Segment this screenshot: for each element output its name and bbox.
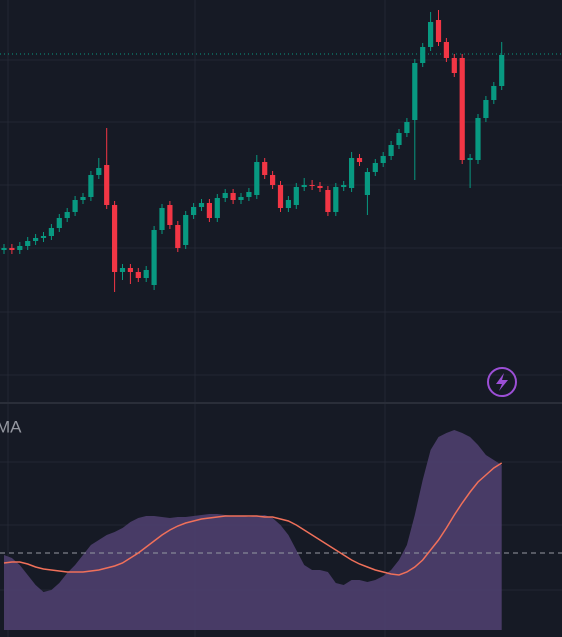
candle-body [40,236,47,238]
candle-body [206,203,212,218]
candle-body [254,162,260,195]
candle-body [443,42,449,58]
candle-body [48,228,54,236]
candle-body [356,158,363,162]
candle-body [317,186,323,188]
candle-body [277,185,284,208]
candle-body [333,187,339,212]
candle-body [341,185,347,187]
candle-body [388,145,394,156]
candle-body [112,205,118,272]
candle-body [135,272,141,278]
candle-body [64,212,70,218]
candle-body [475,118,481,160]
candle-body [167,205,173,225]
candle-body [88,175,94,197]
icon-bolt[interactable] [496,373,508,391]
candle-body [119,268,126,272]
candle-body [285,200,291,208]
candle-body [222,193,228,198]
ma-line [3,462,503,576]
icon-ring[interactable] [487,367,517,397]
candle-body [72,200,78,212]
candle-body [451,58,457,73]
candle-body [262,162,268,175]
candle-body [230,193,236,200]
candle-body [467,158,473,160]
candle-body [191,207,197,215]
candle-body [435,20,442,42]
candle-body [491,86,497,100]
candle-body [396,133,402,145]
candle-body [412,63,418,120]
candle-body [183,215,189,245]
alert-icon[interactable] [487,367,517,397]
candle-body [238,197,244,200]
oscillator-area [4,430,502,630]
candle-body [151,230,157,285]
candle-body [104,165,110,205]
candle-body [349,158,355,188]
marks [0,10,562,630]
candle-body [364,172,370,195]
candle-body [175,225,181,248]
candle-body [1,248,7,250]
candle-body [428,22,434,47]
candle-body [483,100,489,118]
candle-body [25,241,31,246]
candle-body [80,197,86,200]
candle-body [325,190,331,212]
candle-body [17,246,23,250]
candle-body [293,187,299,205]
candle-body [246,192,252,197]
candle-body [404,122,410,133]
candle-body [214,198,220,218]
candle-body [301,185,307,187]
candle-body [127,268,133,272]
indicator-label: MA [0,417,22,436]
candle-body [309,185,315,186]
candle-body [270,175,276,185]
candle-body [372,163,378,172]
candle-body [499,55,505,86]
candle-body [459,58,465,160]
candle-body [380,156,386,163]
candle-body [96,168,102,175]
candle-body [56,218,62,228]
candle-body [159,208,165,230]
candle-body [420,47,426,63]
candle-body [198,203,205,207]
candle-body [143,270,149,278]
candle-body [9,248,15,250]
candle-body [33,238,39,241]
